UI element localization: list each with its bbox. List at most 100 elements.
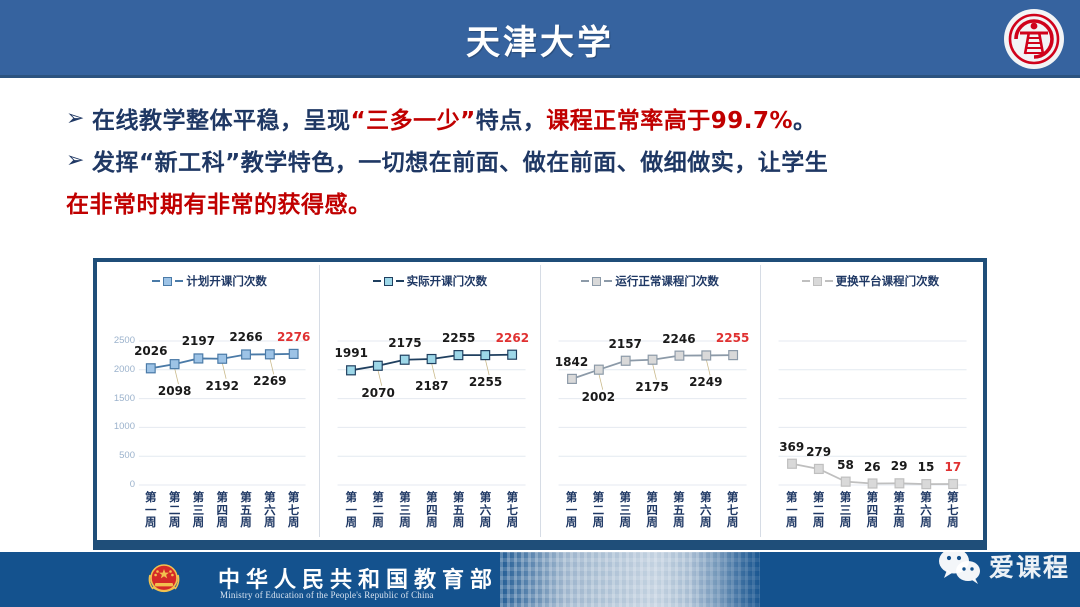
x-axis-tick-label: 第三周 bbox=[399, 490, 411, 529]
x-axis-tick-label: 第五周 bbox=[893, 490, 905, 529]
data-point-label: 15 bbox=[917, 460, 935, 475]
data-point-label: 2269 bbox=[253, 374, 287, 389]
x-axis-tick-label: 第二周 bbox=[592, 490, 605, 529]
x-axis-tick-label: 第五周 bbox=[673, 490, 685, 529]
data-point-label: 17 bbox=[944, 460, 962, 475]
ministry-name-cn: 中华人民共和国教育部 bbox=[218, 567, 499, 593]
x-axis-tick-label: 第四周 bbox=[646, 490, 658, 529]
x-axis-tick-label: 第二周 bbox=[372, 490, 384, 529]
wechat-icon bbox=[938, 552, 980, 584]
data-point-label: 2157 bbox=[608, 336, 642, 351]
ministry-name-en: Ministry of Education of the People's Re… bbox=[220, 590, 434, 600]
x-axis-tick-label: 第六周 bbox=[479, 490, 492, 529]
legend-marker-icon bbox=[592, 276, 602, 286]
data-point-label: 2255 bbox=[441, 331, 476, 346]
charts-bottom-strip bbox=[93, 544, 987, 550]
university-logo bbox=[1004, 9, 1064, 69]
x-axis-tick-label: 第七周 bbox=[506, 490, 519, 529]
chart-plot-area: 1991 2070 2175 2187 2255 2255 2262 第一周 第二周 第三周 第四周… bbox=[324, 293, 535, 543]
chart-panel-3: 运行正常课程门次数 1842 2002 2157 2175 2246 2249 2255 第一周… bbox=[540, 265, 761, 537]
x-axis-tick-label: 第一周 bbox=[565, 490, 578, 529]
slide-footer: 中华人民共和国教育部 Ministry of Education of the … bbox=[0, 552, 1080, 607]
chart-title: 实际开课门次数 bbox=[406, 274, 488, 288]
chart-title: 运行正常课程门次数 bbox=[615, 274, 719, 288]
data-point-label: 369 bbox=[779, 439, 805, 454]
data-point-label: 279 bbox=[806, 444, 832, 459]
legend-marker-icon bbox=[383, 276, 393, 286]
x-axis-tick-label: 第五周 bbox=[240, 490, 252, 529]
y-axis-tick-label: 0 bbox=[129, 479, 135, 490]
page-title: 天津大学 bbox=[466, 22, 614, 63]
bullet-seg: 特点， bbox=[475, 108, 547, 134]
bullet-seg: 在线教学整体平稳，呈现 bbox=[92, 108, 351, 134]
y-axis-tick-label: 1000 bbox=[113, 421, 135, 433]
china-national-emblem-icon bbox=[148, 564, 180, 593]
x-axis-tick-label: 第五周 bbox=[452, 490, 465, 529]
legend-marker-icon bbox=[163, 276, 173, 286]
legend-line-icon bbox=[801, 280, 810, 282]
legend-marker-icon bbox=[812, 276, 822, 286]
bullet-seg-highlight: “三多一少” bbox=[350, 108, 476, 134]
slide-header: 天津大学 bbox=[0, 0, 1080, 78]
data-point-label: 2026 bbox=[134, 344, 168, 359]
chart-plot-area: 0 500 1000 1500 2000 2500 2026 2098 2197 2192 2266… bbox=[104, 293, 315, 543]
x-axis-tick-label: 第三周 bbox=[192, 490, 205, 529]
x-axis-tick-label: 第六周 bbox=[264, 490, 276, 529]
chart-panel-1: 计划开课门次数 0 500 1000 1500 2000 2500 2026 2098 2197 2… bbox=[100, 265, 321, 537]
data-point-label: 29 bbox=[890, 459, 908, 474]
chart-title: 计划开课门次数 bbox=[186, 274, 267, 288]
y-axis-tick-label: 2000 bbox=[113, 363, 135, 375]
chart-legend: 运行正常课程门次数 bbox=[545, 271, 756, 291]
x-axis-tick-label: 第二周 bbox=[812, 490, 825, 529]
data-point-label: 2070 bbox=[361, 385, 395, 400]
legend-line-icon bbox=[175, 280, 184, 282]
chart-plot-area: 369 279 58 26 29 15 17 第一周 第二周 第三周 第四周 第五周 第六周 第七周 bbox=[765, 293, 976, 543]
x-axis-tick-label: 第四周 bbox=[216, 490, 228, 529]
data-point-label: 1991 bbox=[334, 346, 368, 361]
data-point-label: 26 bbox=[863, 459, 881, 474]
data-point-label: 2192 bbox=[205, 378, 239, 393]
x-axis-tick-label: 第一周 bbox=[145, 490, 157, 529]
x-axis-tick-label: 第一周 bbox=[345, 490, 357, 529]
data-point-label: 2175 bbox=[635, 379, 669, 394]
x-axis-tick-label: 第四周 bbox=[426, 490, 438, 529]
chart-legend: 计划开课门次数 bbox=[104, 271, 315, 291]
y-axis-tick-label: 1500 bbox=[113, 392, 135, 404]
chart-panel-2: 实际开课门次数 1991 2070 2175 2187 2255 2255 2262 第一周 第二… bbox=[320, 265, 541, 537]
data-point-label: 2098 bbox=[157, 384, 192, 399]
footer-gradient-overlay bbox=[690, 552, 850, 607]
bullet-arrow-icon: ➢ bbox=[66, 148, 85, 173]
tianjin-university-emblem-icon bbox=[1008, 13, 1060, 65]
data-point-label: 2246 bbox=[662, 331, 696, 346]
data-point-label: 2002 bbox=[581, 389, 616, 404]
legend-line-icon bbox=[395, 280, 404, 282]
data-point-label: 58 bbox=[837, 457, 854, 472]
x-axis-tick-label: 第三周 bbox=[619, 490, 631, 529]
x-axis-tick-label: 第七周 bbox=[947, 490, 959, 529]
data-point-label: 2262 bbox=[495, 330, 530, 345]
charts-container: 计划开课门次数 0 500 1000 1500 2000 2500 2026 2098 2197 2… bbox=[93, 258, 987, 544]
y-axis-tick-label: 2500 bbox=[113, 335, 135, 346]
bullet-item-1: ➢ 在线教学整体平稳，呈现“三多一少”特点，课程正常率高于99.7%。 bbox=[66, 104, 1066, 138]
header-divider bbox=[0, 75, 1080, 78]
x-axis-tick-label: 第三周 bbox=[839, 490, 852, 529]
bullet-item-2: ➢ 发挥“新工科”教学特色，一切想在前面、做在前面、做细做实，让学生 bbox=[66, 146, 1066, 180]
bullet-seg: 。 bbox=[793, 108, 817, 134]
bullet-text-2: 发挥“新工科”教学特色，一切想在前面、做在前面、做细做实，让学生 bbox=[92, 150, 829, 176]
bullet-arrow-icon: ➢ bbox=[66, 106, 85, 131]
data-point-label: 2255 bbox=[468, 375, 503, 390]
bullet-text-3: 在非常时期有非常的获得感。 bbox=[66, 192, 372, 218]
chart-plot-area: 1842 2002 2157 2175 2246 2249 2255 第一周 第二周 第三周 第四周… bbox=[545, 293, 756, 543]
bullet-text-1: 在线教学整体平稳，呈现“三多一少”特点，课程正常率高于99.7%。 bbox=[92, 104, 817, 138]
legend-line-icon bbox=[372, 280, 381, 282]
chart-panel-4: 更换平台课程门次数 369 279 58 26 29 15 17 第一周 第二周 第三周 第四周 第五周… bbox=[760, 265, 980, 537]
watermark: 爱课程 bbox=[937, 552, 1070, 586]
bullet-list: ➢ 在线教学整体平稳，呈现“三多一少”特点，课程正常率高于99.7%。 ➢ 发挥… bbox=[66, 104, 1066, 222]
data-point-label: 2175 bbox=[388, 335, 422, 350]
x-axis-tick-label: 第六周 bbox=[920, 490, 932, 529]
data-point-label: 2197 bbox=[181, 334, 216, 349]
legend-line-icon bbox=[824, 280, 833, 282]
chart-legend: 实际开课门次数 bbox=[324, 271, 535, 291]
legend-line-icon bbox=[604, 280, 613, 282]
